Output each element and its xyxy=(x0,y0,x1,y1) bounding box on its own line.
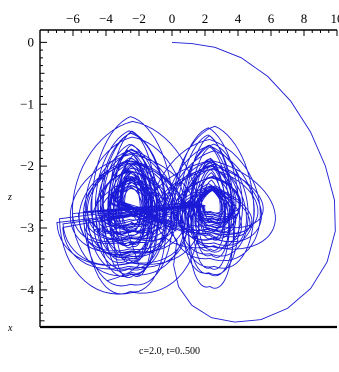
z-tick-label: 0 xyxy=(28,34,35,49)
x-tick-label: −4 xyxy=(99,11,113,26)
x-tick-label: −6 xyxy=(66,11,80,26)
x-axis-label: x xyxy=(7,323,13,334)
x-tick-label: 8 xyxy=(301,11,308,26)
x-tick-label: 6 xyxy=(268,11,275,26)
x-tick-label: 2 xyxy=(202,11,209,26)
chart-caption: c=2.0, t=0..500 xyxy=(139,346,200,357)
labels-group: −6 −4 −2 0 2 4 6 8 10 0 −1 −2 −3 −4 z x xyxy=(7,11,339,334)
x-tick-label: 0 xyxy=(169,11,176,26)
trajectory-line xyxy=(56,41,336,323)
z-tick-label: −4 xyxy=(20,282,34,297)
x-tick-label: 4 xyxy=(235,11,242,26)
x-tick-label: −2 xyxy=(132,11,146,26)
z-tick-label: −1 xyxy=(20,96,34,111)
x-tick-label: 10 xyxy=(331,11,339,26)
z-tick-label: −2 xyxy=(20,158,34,173)
z-tick-label: −3 xyxy=(20,220,34,235)
axes-group xyxy=(39,29,338,329)
z-axis-label: z xyxy=(7,192,12,203)
